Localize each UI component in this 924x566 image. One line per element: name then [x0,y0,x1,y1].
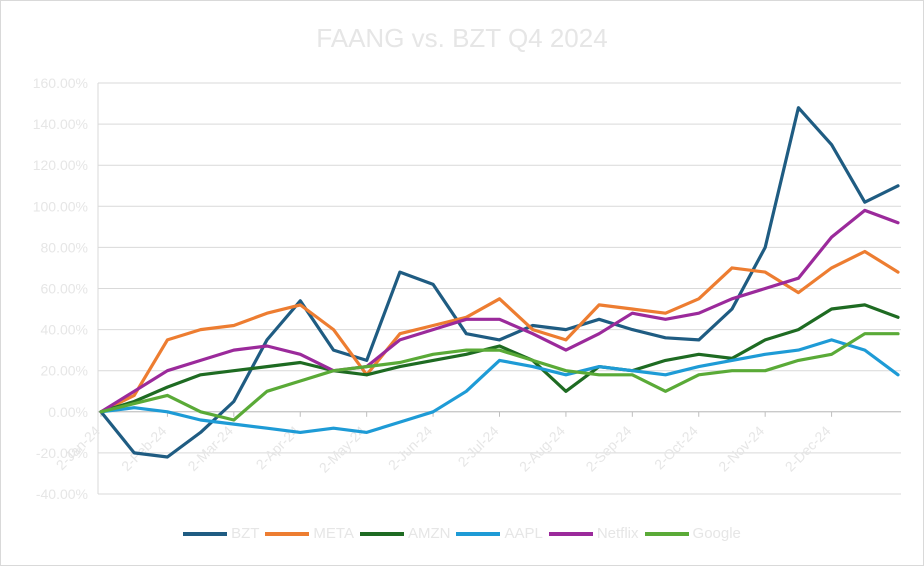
series-line-bzt [99,106,900,459]
legend-item-netflix: Netflix [548,525,639,542]
series-line-meta [99,249,900,414]
legend-swatch [183,531,228,536]
legend-item-bzt: BZT [183,525,259,542]
legend-item-meta: META [265,525,354,542]
legend-label: META [313,525,354,542]
y-tick-label: 40.00% [41,322,88,338]
x-tick-label: 2-Sep-24 [582,422,634,474]
series-line-aapl [99,338,900,434]
x-tick-label: 2-Oct-24 [651,422,701,472]
x-tick-label: 2-Dec-24 [782,422,834,474]
series-line-google [99,332,900,422]
legend-item-aapl: AAPL [456,525,543,542]
x-tick-label: 2-Jun-24 [385,422,436,473]
legend-item-google: Google [644,525,741,542]
y-tick-label: 0.00% [48,404,88,420]
y-tick-label: -20.00% [36,445,88,461]
y-tick-label: 20.00% [41,363,88,379]
legend-label: Google [692,525,741,542]
x-tick-label: 2-Jul-24 [455,422,502,469]
legend-label: Netflix [596,525,639,542]
legend-swatch [456,531,501,536]
legend-swatch [644,531,689,536]
chart-title: FAANG vs. BZT Q4 2024 [316,23,608,53]
x-tick-label: 2-Aug-24 [516,422,568,474]
y-tick-label: 80.00% [41,239,88,255]
chart-legend: BZT META AMZN AAPL Netflix Google [1,525,923,542]
y-tick-label: 100.00% [33,198,88,214]
legend-swatch [265,531,310,536]
series-line-netflix [99,208,900,414]
legend-swatch [548,531,593,536]
y-tick-label: 60.00% [41,281,88,297]
legend-label: BZT [231,525,260,542]
y-tick-label: 120.00% [33,157,88,173]
y-tick-label: 140.00% [33,116,88,132]
y-tick-label: -40.00% [36,486,88,502]
legend-swatch [359,531,404,536]
x-tick-label: 2-Mar-24 [184,422,236,474]
line-chart: -40.00% -20.00% 0.00% 20.00% 40.00% 60.00% 80.… [33,75,901,502]
x-tick-label: 2-Nov-24 [715,422,767,474]
legend-label: AAPL [504,525,543,542]
legend-item-amzn: AMZN [359,525,451,542]
y-tick-label: 160.00% [33,75,88,91]
series-line-amzn [99,303,900,414]
x-tick-label: 2-Feb-24 [118,422,170,474]
legend-label: AMZN [407,525,451,542]
